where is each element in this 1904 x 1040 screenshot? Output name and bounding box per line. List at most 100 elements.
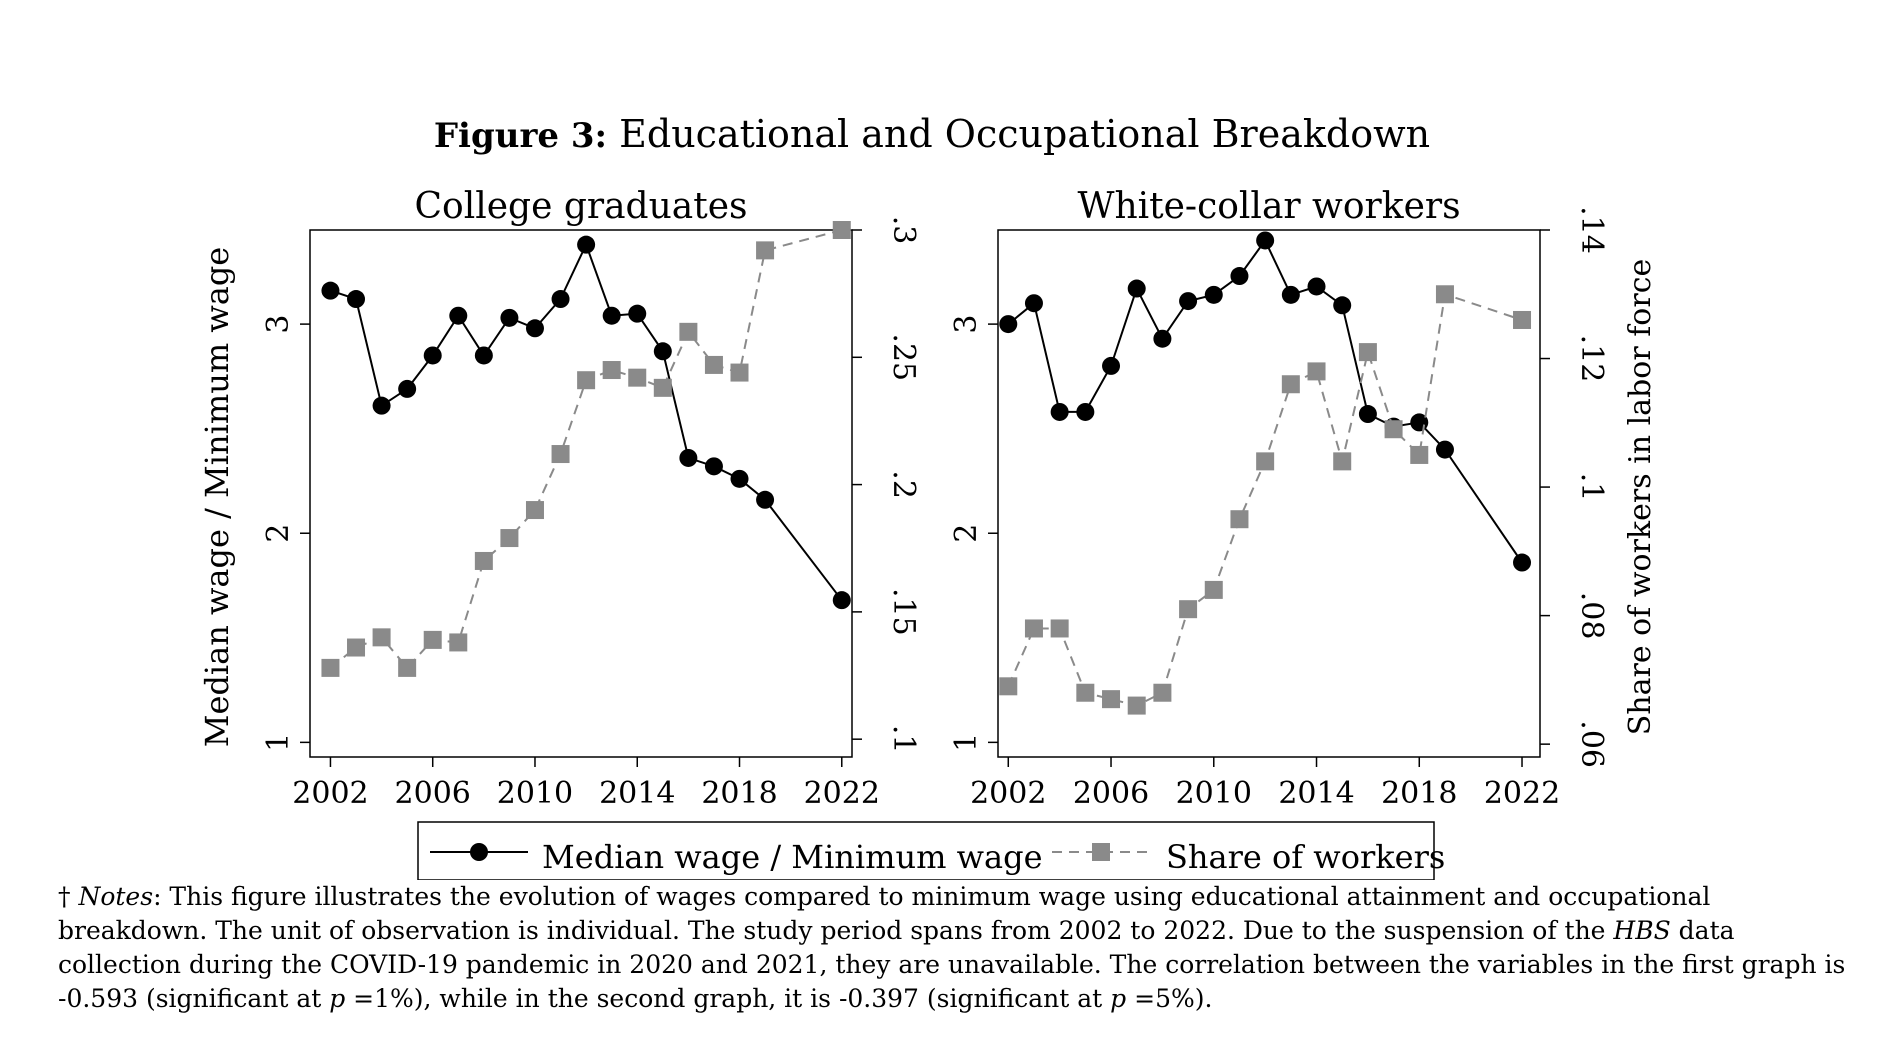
share-point bbox=[321, 658, 340, 677]
share-point bbox=[1050, 619, 1069, 638]
share-point bbox=[500, 529, 519, 548]
panel-white-collar-workers: White-collar workers 2002 2006 2010 2014 2018… bbox=[949, 186, 1609, 811]
legend-box bbox=[417, 821, 1435, 880]
plot-frame bbox=[997, 229, 1541, 758]
x-tick-label: 2022 bbox=[1484, 776, 1560, 811]
share-point bbox=[423, 630, 442, 649]
notes-text-2: data collection during the COVID-19 pand… bbox=[58, 916, 1846, 1013]
wage-point bbox=[1358, 405, 1377, 424]
share-point bbox=[1179, 600, 1198, 619]
legend-wage-marker bbox=[470, 843, 488, 861]
notes-text-1: : This figure illustrates the evolution … bbox=[58, 882, 1711, 945]
y-left-tick-label: 2 bbox=[949, 524, 984, 543]
y-right-tick-label: .15 bbox=[886, 588, 921, 636]
wage-point bbox=[1307, 277, 1326, 296]
right-axis-label: Share of workers in labor force bbox=[1623, 259, 1658, 736]
wage-point bbox=[1281, 285, 1300, 304]
wage-point bbox=[347, 290, 366, 309]
panel-college-graduates: College graduates 2002 2006 2010 2014 2018 202… bbox=[261, 186, 921, 811]
wage-point bbox=[1230, 267, 1249, 286]
chart-area: College graduates 2002 2006 2010 2014 2018 202… bbox=[198, 186, 1658, 880]
wage-point bbox=[1333, 296, 1352, 315]
share-series-line bbox=[1007, 292, 1523, 707]
wage-point bbox=[1076, 402, 1095, 421]
wage-point bbox=[449, 306, 468, 325]
x-tick-label: 2014 bbox=[599, 776, 675, 811]
share-point bbox=[1256, 452, 1275, 471]
x-tick-label: 2022 bbox=[804, 776, 880, 811]
share-point bbox=[1153, 683, 1172, 702]
wage-point bbox=[577, 235, 596, 254]
share-point bbox=[756, 241, 775, 260]
share-point bbox=[1127, 696, 1146, 715]
x-tick-label: 2018 bbox=[701, 776, 777, 811]
wage-point bbox=[1513, 553, 1532, 572]
legend-wage-label: Median wage / Minimum wage bbox=[542, 838, 1043, 876]
y-left-tick-label: 2 bbox=[261, 524, 296, 543]
wage-point bbox=[1435, 440, 1454, 459]
x-tick-label: 2018 bbox=[1381, 776, 1457, 811]
share-point bbox=[1024, 619, 1043, 638]
share-point bbox=[347, 638, 366, 657]
share-point bbox=[551, 445, 570, 464]
legend-share-label: Share of workers bbox=[1166, 838, 1445, 876]
share-point bbox=[1281, 375, 1300, 394]
wage-point bbox=[1179, 292, 1198, 311]
wage-point bbox=[474, 346, 493, 365]
wage-series-line bbox=[330, 241, 843, 601]
y-left-tick-label: 3 bbox=[261, 315, 296, 334]
share-point bbox=[1358, 343, 1377, 362]
wage-point bbox=[679, 448, 698, 467]
x-tick-label: 2002 bbox=[292, 776, 368, 811]
share-point bbox=[999, 677, 1018, 696]
share-point bbox=[679, 322, 698, 341]
wage-point bbox=[500, 308, 519, 327]
wage-point bbox=[628, 304, 647, 323]
wage-point bbox=[1024, 294, 1043, 313]
notes-label: Notes bbox=[78, 882, 154, 911]
wage-point bbox=[372, 396, 391, 415]
wage-point bbox=[398, 379, 417, 398]
share-point bbox=[525, 501, 544, 520]
wage-point bbox=[999, 315, 1018, 334]
y-right-tick-label: .14 bbox=[1574, 206, 1609, 254]
figure-title: Figure 3: Educational and Occupational B… bbox=[0, 112, 1864, 156]
notes-text-3: =1%), while in the second graph, it is -… bbox=[345, 984, 1111, 1013]
share-point bbox=[704, 355, 723, 374]
wage-point bbox=[653, 342, 672, 361]
share-point bbox=[1410, 445, 1429, 464]
wage-point bbox=[1256, 231, 1275, 250]
y-right-tick-label: .06 bbox=[1574, 720, 1609, 768]
wage-point bbox=[756, 490, 775, 509]
share-point bbox=[1435, 285, 1454, 304]
share-point bbox=[1102, 690, 1121, 709]
notes-text-4: =5%). bbox=[1126, 984, 1213, 1013]
wage-point bbox=[423, 346, 442, 365]
x-tick-label: 2006 bbox=[395, 776, 471, 811]
y-left-tick-label: 1 bbox=[949, 733, 984, 752]
figure-label: Figure 3: bbox=[433, 116, 608, 156]
wage-point bbox=[321, 281, 340, 300]
share-point bbox=[1513, 310, 1532, 329]
notes-dagger: † bbox=[58, 882, 71, 911]
x-tick-label: 2014 bbox=[1278, 776, 1354, 811]
x-tick-label: 2002 bbox=[970, 776, 1046, 811]
wage-point bbox=[730, 469, 749, 488]
share-point bbox=[1307, 362, 1326, 381]
share-series-line bbox=[329, 229, 843, 670]
x-tick-label: 2010 bbox=[497, 776, 573, 811]
share-point bbox=[449, 633, 468, 652]
figure-title-text: Educational and Occupational Breakdown bbox=[619, 112, 1431, 156]
wage-point bbox=[602, 306, 621, 325]
share-point bbox=[832, 221, 851, 239]
wage-point bbox=[1050, 402, 1069, 421]
wage-point bbox=[1204, 285, 1223, 304]
share-point bbox=[653, 378, 672, 397]
share-point bbox=[1384, 420, 1403, 439]
y-right-tick-label: .2 bbox=[886, 470, 921, 499]
x-tick-label: 2010 bbox=[1176, 776, 1252, 811]
panel-title: College graduates bbox=[415, 186, 748, 227]
wage-point bbox=[704, 457, 723, 476]
y-left-tick-label: 3 bbox=[949, 315, 984, 334]
notes-p2: p bbox=[1110, 984, 1127, 1013]
